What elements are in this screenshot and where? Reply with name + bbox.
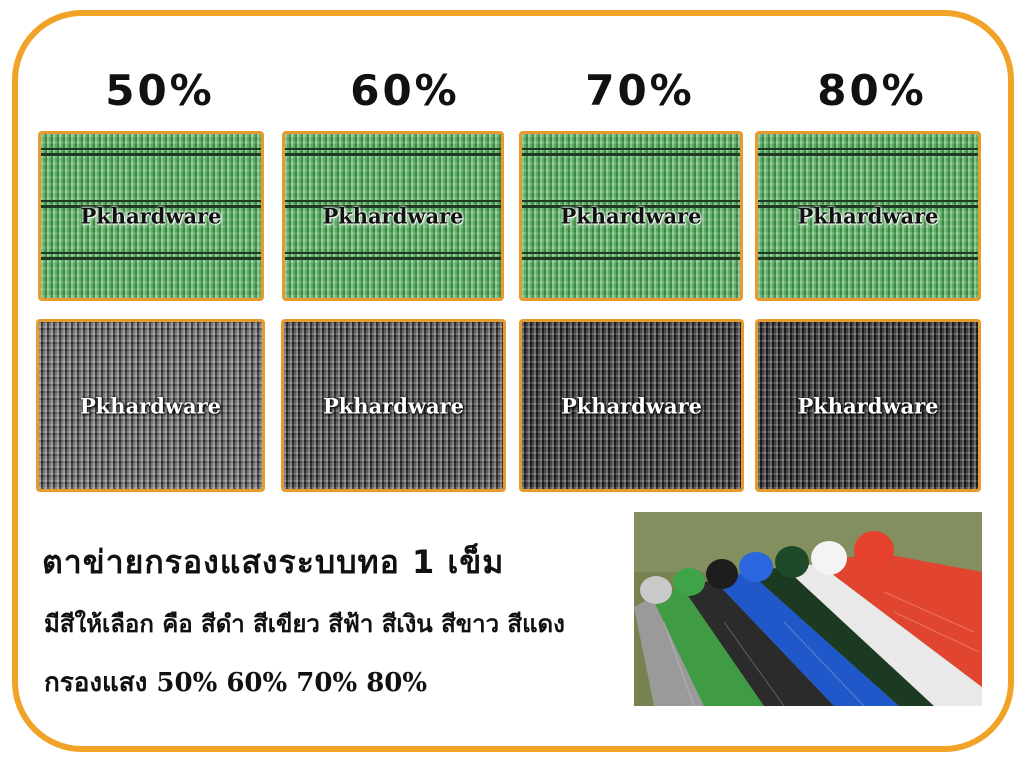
silver-net-sheet — [634, 597, 704, 706]
dark-green-roll — [775, 546, 809, 578]
white-roll — [811, 541, 847, 575]
watermark-text: Pkhardware — [322, 393, 465, 418]
green-net-sheet — [652, 587, 764, 706]
black-net-sheet — [682, 580, 834, 706]
green-roll — [673, 568, 705, 596]
watermark-text: Pkhardware — [80, 203, 222, 229]
product-heading: ตาข่ายกรองแสงระบบทอ 1 เข็ม — [42, 543, 505, 581]
black-net-swatch-60: Pkhardware — [281, 319, 506, 492]
shade-percent-label-60: 60% — [350, 66, 460, 115]
green-net-swatch-70: Pkhardware — [519, 131, 743, 301]
red-net-sheet — [819, 552, 982, 687]
white-net-sheet — [784, 564, 982, 706]
green-net-swatch-80: Pkhardware — [755, 131, 981, 301]
shade-percent-label-70: 70% — [585, 66, 695, 115]
red-roll — [854, 531, 894, 569]
green-net-swatch-50: Pkhardware — [38, 131, 264, 301]
watermark-text: Pkhardware — [560, 393, 703, 418]
watermark-text: Pkhardware — [797, 393, 939, 418]
black-net-swatch-70: Pkhardware — [519, 319, 744, 492]
shade-options-text: กรองแสง 50% 60% 70% 80% — [44, 668, 428, 698]
shade-percent-label-80: 80% — [817, 66, 927, 115]
watermark-text: Pkhardware — [560, 203, 702, 229]
black-net-swatch-80: Pkhardware — [755, 319, 981, 492]
dark-green-net-sheet — [749, 567, 934, 706]
blue-roll — [739, 552, 773, 582]
black-net-swatch-50: Pkhardware — [36, 319, 265, 492]
watermark-text: Pkhardware — [797, 203, 939, 229]
watermark-text: Pkhardware — [79, 393, 222, 418]
shade-percent-label-50: 50% — [105, 66, 215, 115]
green-net-swatch-60: Pkhardware — [282, 131, 504, 301]
silver-roll — [640, 576, 672, 604]
shade-net-rolls-photo — [634, 512, 982, 706]
available-colors-text: มีสีให้เลือก คือ สีดำ สีเขียว สีฟ้า สีเง… — [44, 609, 565, 638]
black-roll — [706, 559, 738, 589]
blue-net-sheet — [714, 572, 899, 706]
watermark-text: Pkhardware — [322, 203, 464, 229]
rolls-illustration — [634, 512, 982, 706]
